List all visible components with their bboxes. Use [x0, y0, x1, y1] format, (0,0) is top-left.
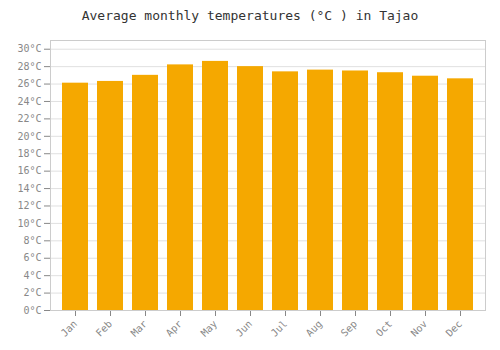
svg-text:Sep: Sep	[339, 318, 360, 339]
svg-text:22°C: 22°C	[17, 113, 41, 124]
svg-text:Oct: Oct	[374, 318, 395, 339]
svg-text:18°C: 18°C	[17, 148, 41, 159]
html-text:Average monthly temperatures (: Average monthly temperatures (°C ) in Ta…	[81, 8, 419, 23]
svg-text:24°C: 24°C	[17, 96, 41, 107]
svg-text:16°C: 16°C	[17, 165, 41, 176]
svg-text:Dec: Dec	[444, 318, 465, 339]
svg-text:Feb: Feb	[94, 318, 115, 339]
svg-text:28°C: 28°C	[17, 61, 41, 72]
svg-text:8°C: 8°C	[23, 235, 41, 246]
svg-text:Apr: Apr	[164, 318, 185, 339]
svg-text:20°C: 20°C	[17, 131, 41, 142]
svg-text:10°C: 10°C	[17, 218, 41, 229]
svg-text:2°C: 2°C	[23, 287, 41, 298]
svg-text:26°C: 26°C	[17, 78, 41, 89]
svg-text:Mar: Mar	[129, 318, 150, 339]
svg-text:12°C: 12°C	[17, 200, 41, 211]
svg-text:30°C: 30°C	[17, 43, 41, 54]
svg-text:Aug: Aug	[304, 318, 325, 339]
svg-text:0°C: 0°C	[23, 305, 41, 316]
svg-text:6°C: 6°C	[23, 252, 41, 263]
svg-text:Jun: Jun	[234, 318, 255, 339]
svg-text:4°C: 4°C	[23, 270, 41, 281]
svg-text:Jan: Jan	[59, 318, 80, 339]
svg-text:Nov: Nov	[409, 318, 430, 339]
svg-text:May: May	[199, 318, 220, 339]
svg-text:Jul: Jul	[269, 318, 290, 339]
svg-text:14°C: 14°C	[17, 183, 41, 194]
